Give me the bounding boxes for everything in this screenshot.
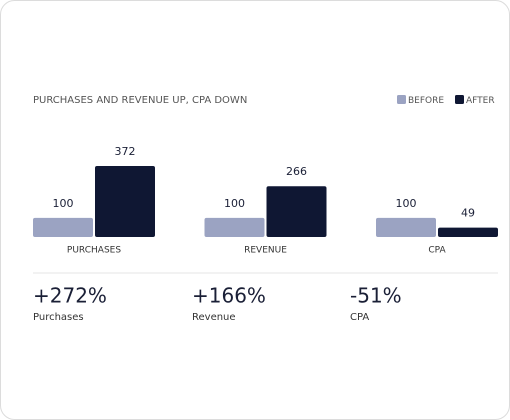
bar xyxy=(95,166,155,237)
data-label: 100 xyxy=(396,197,417,210)
stat-label: Purchases xyxy=(33,312,84,323)
legend-label: AFTER xyxy=(466,96,495,106)
data-label: 100 xyxy=(224,197,245,210)
stat-value: -51% xyxy=(350,284,402,308)
bar xyxy=(266,186,327,237)
x-tick-label: PURCHASES xyxy=(67,246,121,256)
bar xyxy=(438,227,498,237)
legend-label: BEFORE xyxy=(408,96,444,106)
bar xyxy=(204,217,265,237)
bar xyxy=(376,217,436,237)
chart-title: PURCHASES AND REVENUE UP, CPA DOWN xyxy=(33,95,247,106)
data-label: 372 xyxy=(115,145,136,158)
legend-swatch xyxy=(455,95,464,104)
data-label: 266 xyxy=(286,165,307,178)
data-label: 100 xyxy=(53,197,74,210)
stat-value: +166% xyxy=(192,284,266,308)
stat-label: Revenue xyxy=(192,312,236,323)
legend-swatch xyxy=(397,95,406,104)
data-label: 49 xyxy=(461,207,475,220)
bar xyxy=(33,217,93,237)
stat-label: CPA xyxy=(350,312,369,323)
x-tick-label: CPA xyxy=(428,246,446,256)
x-tick-label: REVENUE xyxy=(244,246,287,256)
stat-value: +272% xyxy=(33,284,107,308)
